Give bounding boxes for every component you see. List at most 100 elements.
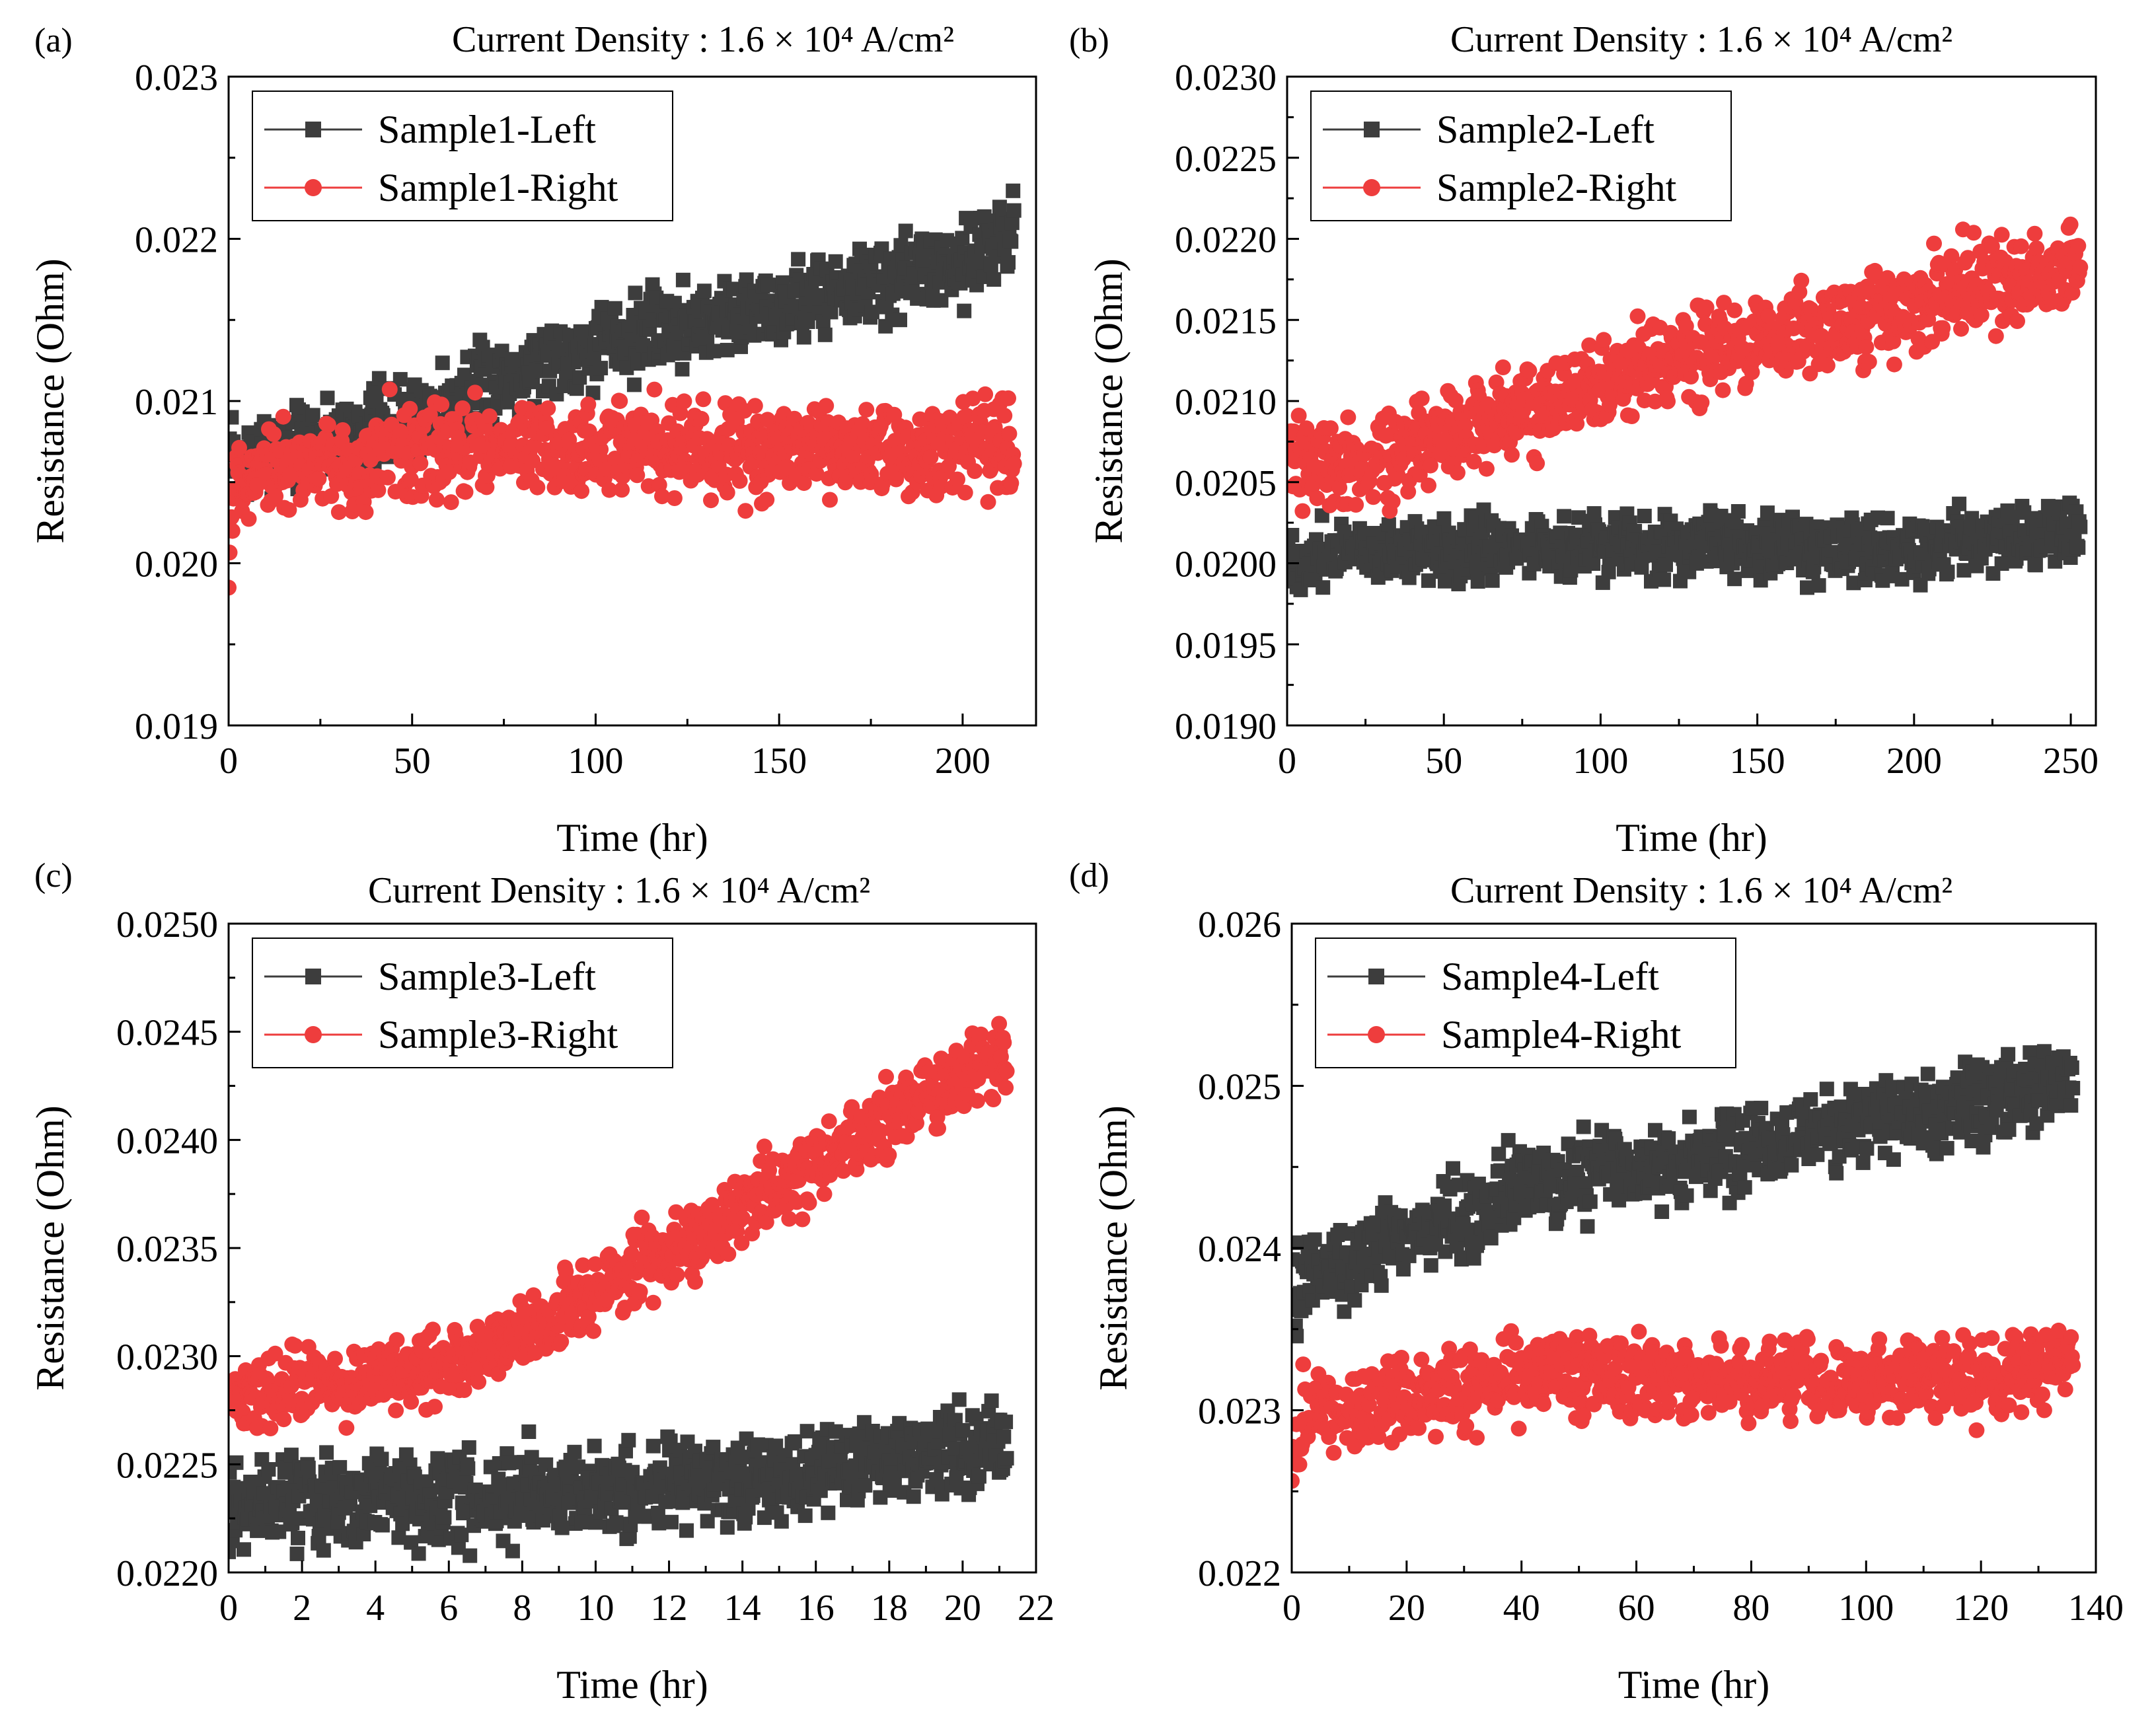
data-point (1886, 356, 1902, 373)
data-point (796, 330, 811, 345)
data-point (402, 400, 418, 417)
data-point (669, 1267, 685, 1283)
data-point (858, 402, 875, 418)
data-point (1529, 455, 1545, 472)
data-point (798, 1508, 813, 1524)
data-point (996, 1429, 1012, 1444)
data-point (1004, 215, 1020, 231)
data-point (1885, 333, 1902, 350)
data-point (332, 1459, 348, 1475)
legend: Sample2-Left Sample2-Right (1310, 91, 1732, 221)
data-point (1634, 560, 1649, 575)
data-point (1006, 203, 1022, 218)
data-point (301, 1460, 316, 1475)
data-point (734, 1210, 751, 1226)
data-point (930, 1120, 946, 1136)
data-point (1001, 425, 1018, 442)
data-point (552, 1508, 568, 1524)
data-point (521, 1424, 537, 1439)
data-point (957, 303, 972, 318)
y-axis-label: Resistance (Ohm) (28, 258, 72, 544)
data-point (370, 482, 387, 498)
legend-item-right: Sample2-Right (1323, 166, 1677, 209)
data-point (892, 1416, 907, 1431)
data-point (675, 361, 690, 377)
data-point (275, 408, 291, 425)
data-point (323, 488, 340, 504)
data-point (704, 1197, 720, 1213)
data-point (955, 1422, 971, 1438)
data-point (463, 1548, 478, 1563)
data-point (1411, 466, 1428, 483)
data-point (1421, 477, 1436, 494)
data-point (1581, 337, 1598, 353)
data-point (695, 391, 712, 408)
data-point (1623, 408, 1640, 424)
data-points (229, 183, 1022, 596)
data-point (338, 1420, 355, 1436)
data-point (1287, 528, 1300, 542)
data-point (2028, 240, 2045, 256)
data-point (616, 1495, 632, 1510)
data-point (957, 484, 973, 501)
data-point (634, 1209, 650, 1226)
data-point (1940, 564, 1955, 579)
data-point (854, 416, 871, 432)
data-point (1953, 320, 1969, 337)
data-point (1943, 248, 1960, 264)
data-point (1006, 183, 1021, 198)
series-right (229, 1015, 1015, 1436)
data-point (1316, 580, 1331, 595)
data-point (735, 1450, 750, 1465)
data-point (422, 406, 438, 423)
data-point (1952, 496, 1967, 511)
data-point (524, 1450, 539, 1465)
data-point (1656, 572, 1672, 587)
data-point (305, 408, 320, 423)
data-point (425, 1321, 441, 1338)
legend-box (252, 91, 673, 221)
data-point (977, 386, 994, 402)
panel-letter: (c) (34, 857, 73, 895)
data-point (1449, 464, 1466, 481)
data-point (431, 1532, 446, 1547)
data-point (266, 426, 282, 442)
data-point (392, 423, 408, 439)
data-point (1744, 364, 1760, 381)
data-point (999, 1451, 1014, 1466)
data-points (1287, 216, 2089, 597)
data-point (1521, 363, 1538, 379)
data-point (626, 377, 642, 392)
data-point (959, 408, 975, 424)
data-point (311, 470, 327, 487)
data-point (646, 381, 663, 398)
y-tick-label: 0.0210 (1175, 382, 1277, 423)
data-point (427, 1399, 443, 1415)
data-point (878, 318, 893, 334)
data-point (909, 1115, 924, 1131)
x-tick-label: 0 (219, 741, 238, 782)
data-point (703, 492, 719, 509)
data-point (1466, 453, 1482, 470)
data-point (693, 410, 710, 427)
legend-item-left: Sample2-Left (1323, 108, 1654, 151)
data-point (1557, 509, 1572, 524)
data-point (276, 1411, 292, 1428)
y-tick-label: 0.0215 (1175, 301, 1277, 342)
data-point (1421, 573, 1436, 588)
data-point (791, 252, 806, 267)
data-point (581, 423, 597, 439)
data-point (1006, 455, 1022, 472)
data-point (1730, 504, 1746, 519)
data-point (1485, 573, 1500, 588)
data-point (933, 478, 949, 495)
panel-letter: (b) (1069, 22, 1109, 59)
data-point (585, 1323, 602, 1339)
data-point (720, 1246, 737, 1262)
data-point (719, 484, 735, 501)
data-point (618, 1444, 633, 1459)
data-point (1800, 580, 1814, 595)
data-point (1348, 497, 1364, 513)
data-point (291, 1530, 305, 1545)
